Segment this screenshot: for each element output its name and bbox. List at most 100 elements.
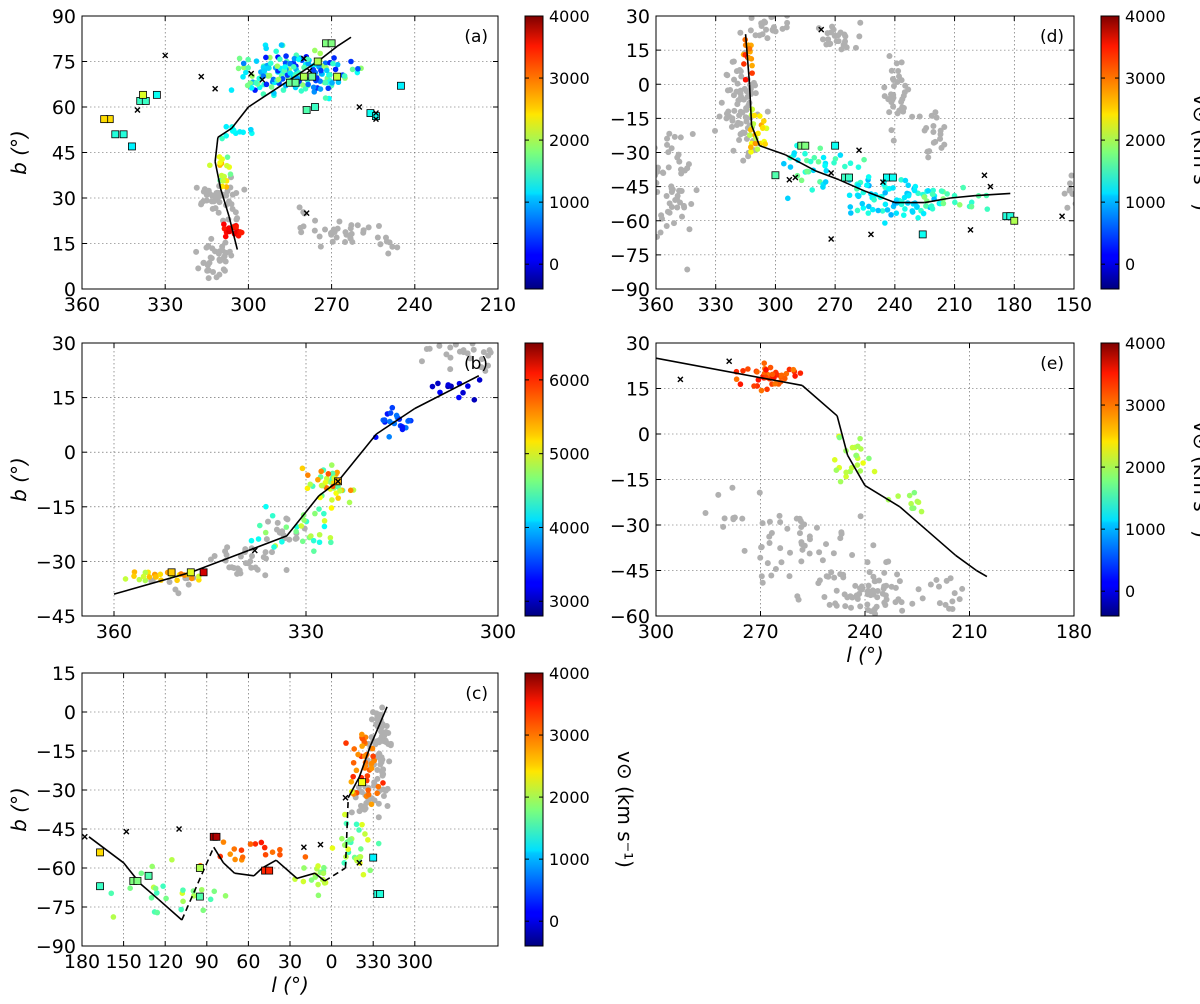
square-marker	[119, 130, 128, 139]
gray-point	[936, 600, 943, 607]
gray-point	[374, 767, 381, 774]
velocity-point	[762, 141, 769, 147]
cross-markers	[251, 478, 341, 554]
gray-point	[720, 523, 727, 530]
gray-point	[806, 550, 813, 557]
gray-point	[737, 90, 744, 97]
gray-point	[229, 191, 236, 198]
gray-point	[716, 113, 723, 120]
track-segment	[286, 495, 320, 537]
gray-point	[764, 108, 771, 115]
track-segment	[214, 161, 222, 190]
velocity-point	[888, 212, 894, 218]
colorbar-label: v⊙ (km s⁻¹)	[1189, 421, 1200, 538]
velocity-point	[790, 366, 797, 373]
gray-point	[828, 569, 835, 576]
cross-marker	[856, 147, 863, 154]
gray-point	[1067, 180, 1074, 187]
gray-point	[899, 607, 906, 614]
gray-point	[212, 205, 219, 212]
velocity-point	[328, 539, 334, 546]
velocity-point	[360, 871, 367, 878]
gray-point	[864, 591, 871, 598]
velocity-point	[860, 205, 867, 211]
cross-marker	[786, 176, 793, 183]
grid-lines	[655, 342, 1075, 617]
velocity-point	[353, 767, 360, 774]
gray-point	[384, 785, 391, 792]
gray-point	[730, 514, 737, 521]
x-tick-label: 300	[638, 621, 674, 643]
velocity-point	[879, 208, 886, 214]
gray-point	[777, 519, 784, 526]
gray-point	[735, 120, 742, 127]
velocity-point	[875, 207, 881, 214]
velocity-point	[240, 74, 246, 80]
velocity-point	[387, 418, 393, 425]
plot-area	[82, 704, 394, 921]
velocity-point	[269, 849, 276, 855]
velocity-point	[342, 811, 348, 818]
gray-point	[886, 109, 893, 116]
gray-point	[375, 814, 382, 821]
velocity-point	[299, 538, 306, 545]
gray-point	[894, 571, 901, 578]
gray-point	[375, 222, 382, 229]
cross-marker	[198, 73, 205, 80]
cross-marker	[987, 183, 994, 190]
gray-point	[274, 519, 281, 526]
square-marker	[1006, 212, 1015, 221]
velocity-point	[456, 394, 462, 401]
velocity-point	[279, 76, 286, 82]
gray-point	[237, 553, 244, 560]
square-marker	[397, 81, 405, 90]
velocity-point	[277, 851, 283, 858]
velocity-point	[769, 371, 776, 378]
gray-point	[260, 554, 267, 561]
velocity-point	[809, 187, 815, 193]
gray-point	[203, 244, 210, 251]
gray-point	[378, 724, 385, 731]
velocity-point	[758, 387, 765, 394]
track-segment	[814, 169, 840, 181]
velocity-point	[248, 126, 254, 133]
gray-point	[747, 27, 754, 34]
track-segment	[846, 454, 866, 486]
gray-point	[738, 73, 745, 80]
velocity-point	[122, 576, 129, 582]
colorbar-tick-label: 0	[549, 912, 559, 931]
colorbar-tick-label: 4000	[549, 7, 590, 26]
gray-point	[665, 164, 672, 171]
velocity-point	[815, 158, 822, 165]
track-segment	[924, 197, 951, 204]
colorbar-gradient	[1100, 342, 1120, 617]
y-tick-label: −45	[36, 819, 76, 841]
velocity-point	[746, 45, 753, 52]
velocity-point	[232, 856, 238, 863]
square-marker	[186, 568, 195, 577]
track-segment	[656, 357, 803, 387]
velocity-point	[914, 498, 921, 505]
velocity-point	[359, 821, 365, 828]
velocity-point	[358, 846, 364, 852]
velocity-point	[315, 863, 321, 869]
velocity-point	[918, 508, 925, 515]
gray-point	[354, 222, 361, 229]
gray-point	[728, 123, 735, 130]
velocity-point	[929, 191, 936, 198]
plot-area	[656, 16, 1074, 273]
gray-point	[752, 90, 759, 97]
y-tick-label: 30	[52, 188, 76, 210]
colorbar-gradient	[524, 342, 544, 617]
velocity-point	[752, 140, 759, 147]
velocity-point	[811, 154, 818, 161]
velocity-point	[865, 174, 872, 180]
velocity-point	[748, 149, 754, 155]
gray-point	[268, 549, 275, 556]
gray-point	[693, 187, 700, 194]
velocity-point	[767, 364, 774, 371]
track-segment	[181, 846, 215, 921]
velocity-point	[267, 60, 274, 67]
velocity-point	[369, 745, 376, 752]
velocity-point	[929, 205, 936, 212]
